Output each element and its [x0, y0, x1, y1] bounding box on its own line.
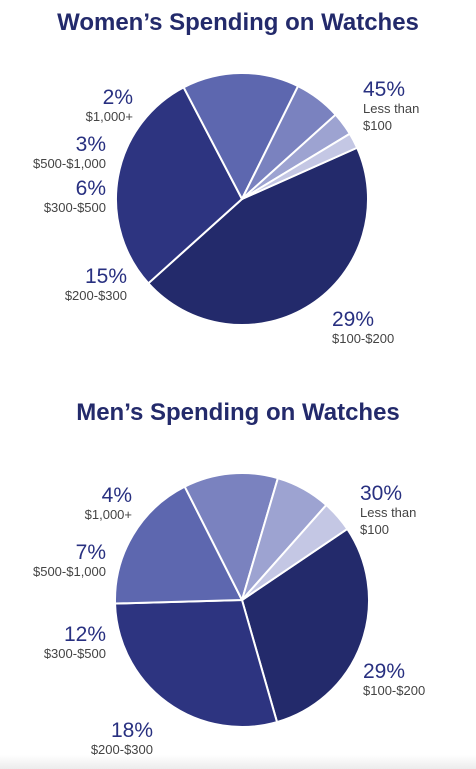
men-pct-label: 30% — [360, 482, 402, 505]
men-pct-label: 18% — [111, 719, 153, 742]
men-label-100-200: 29%$100-$200 — [363, 660, 425, 698]
women-pct-label: 45% — [363, 78, 405, 101]
women-pct-label: 6% — [76, 177, 106, 200]
women-category-label: $100 — [363, 118, 392, 133]
women-slice-1-000 — [241, 132, 359, 200]
men-label-less-than-100: 30%Less than $100 — [360, 482, 416, 537]
women-label-200-300: 15%$200-$300 — [65, 265, 127, 303]
women-pct-label: 29% — [332, 308, 374, 331]
men-slice-200-300 — [114, 485, 243, 605]
women-pct-label: 3% — [76, 133, 106, 156]
women-slice-less-than-100 — [147, 146, 369, 326]
men-label-300-500: 12%$300-$500 — [44, 623, 106, 661]
women-category-label: $500-$1,000 — [33, 156, 106, 171]
men-chart-title: Men’s Spending on Watches — [76, 399, 400, 426]
men-slice-less-than-100 — [241, 527, 370, 724]
men-pct-label: 7% — [76, 541, 106, 564]
women-pct-label: 2% — [103, 86, 133, 109]
men-pct-label: 29% — [363, 660, 405, 683]
women-label-300-500: 6%$300-$500 — [44, 177, 106, 215]
men-slice-300-500 — [183, 472, 279, 601]
men-category-label: $1,000+ — [85, 507, 132, 522]
men-slice-100-200 — [114, 599, 279, 728]
women-slice-200-300 — [182, 72, 300, 200]
men-slice-1-000 — [241, 504, 349, 601]
women-label-1-000: 2%$1,000+ — [86, 86, 133, 124]
men-label-200-300: 18%$200-$300 — [91, 719, 153, 757]
men-category-label: $500-$1,000 — [33, 564, 106, 579]
women-slice-100-200 — [114, 86, 243, 285]
women-label-less-than-100: 45%Less than $100 — [363, 78, 419, 133]
bottom-fade — [0, 755, 476, 769]
women-pct-label: 15% — [85, 265, 127, 288]
men-label-1-000: 4%$1,000+ — [85, 484, 132, 522]
men-pct-label: 4% — [102, 484, 132, 507]
men-category-label: $100 — [360, 522, 389, 537]
women-category-label: $300-$500 — [44, 200, 106, 215]
men-pct-label: 12% — [64, 623, 106, 646]
men-category-label: $100-$200 — [363, 683, 425, 698]
women-category-label: $200-$300 — [65, 288, 127, 303]
women-category-label: Less than — [363, 101, 419, 116]
men-category-label: $200-$300 — [91, 742, 153, 757]
women-label-100-200: 29%$100-$200 — [332, 308, 394, 346]
women-category-label: $1,000+ — [86, 109, 133, 124]
women-chart-title: Women’s Spending on Watches — [57, 9, 419, 36]
women-label-500-1-000: 3%$500-$1,000 — [33, 133, 106, 171]
women-category-label: $100-$200 — [332, 331, 394, 346]
men-label-500-1-000: 7%$500-$1,000 — [33, 541, 106, 579]
men-category-label: $300-$500 — [44, 646, 106, 661]
men-category-label: Less than — [360, 505, 416, 520]
